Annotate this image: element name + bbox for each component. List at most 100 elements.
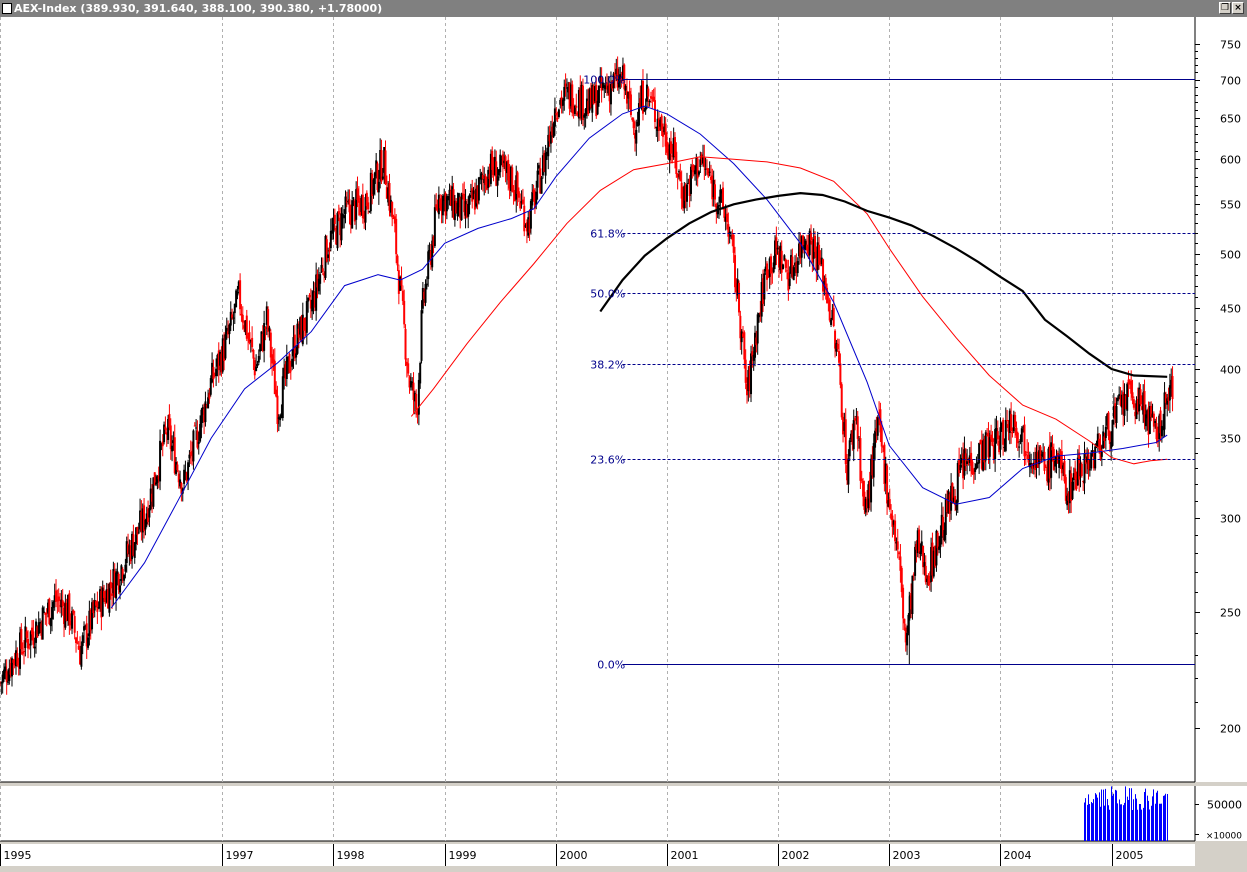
- candle-body: [316, 274, 319, 288]
- candle-body: [453, 200, 456, 221]
- candle-body: [864, 498, 867, 513]
- candle-body: [951, 483, 954, 501]
- candle-body: [208, 392, 211, 399]
- candle-body: [601, 82, 604, 89]
- price-tick-label: 350: [1220, 433, 1241, 446]
- chart-window-title: AEX-Index (389.930, 391.640, 388.100, 39…: [14, 2, 383, 15]
- candle-body: [39, 621, 42, 627]
- candle-body: [371, 173, 374, 196]
- candle-body: [890, 513, 893, 519]
- candle-body: [1038, 450, 1041, 465]
- candle-body: [727, 224, 730, 237]
- candle-body: [69, 621, 72, 626]
- price-candles: [0, 56, 1174, 695]
- candle-body: [459, 197, 462, 219]
- candle-body: [843, 422, 846, 431]
- candle-body: [783, 255, 786, 261]
- candle-body: [918, 529, 921, 553]
- candle-body: [1055, 455, 1058, 464]
- candle-body: [351, 200, 354, 229]
- candle-body: [399, 276, 402, 291]
- candle-body: [663, 126, 666, 133]
- candle-body: [920, 541, 923, 552]
- candle-body: [549, 131, 552, 144]
- candle-body: [424, 284, 427, 303]
- candle-body: [840, 384, 843, 418]
- candle-body: [633, 132, 636, 139]
- fibonacci-level-label: 23.6%: [590, 454, 625, 467]
- candle-body: [782, 264, 785, 270]
- candle-body: [159, 440, 162, 482]
- candle-body: [36, 626, 39, 638]
- candle-body: [641, 80, 644, 114]
- candle-body: [1034, 459, 1037, 471]
- candle-body: [360, 195, 363, 212]
- candle-body: [125, 541, 128, 563]
- restore-button[interactable]: ❐: [1219, 2, 1231, 14]
- candle-body: [900, 567, 903, 593]
- candle-body: [657, 118, 660, 131]
- candle-body: [755, 337, 758, 346]
- candle-body: [389, 199, 392, 213]
- candle-body: [791, 256, 794, 277]
- candle-body: [117, 573, 120, 590]
- candle-body: [187, 462, 190, 480]
- candle-body: [1119, 396, 1122, 406]
- candle-body: [1060, 451, 1063, 474]
- candle-body: [1104, 426, 1107, 438]
- candle-body: [623, 64, 626, 90]
- price-chart[interactable]: 750 700 650 600 550 500 450 400 350 300 250 200 199…: [0, 17, 1247, 872]
- window-menu-icon[interactable]: [2, 3, 12, 14]
- candle-body: [461, 193, 464, 195]
- candle-body: [1151, 413, 1154, 418]
- candle-body: [233, 303, 236, 314]
- candle-body: [766, 263, 769, 280]
- candle-body: [3, 669, 6, 680]
- candle-body: [575, 105, 578, 108]
- candle-body: [1011, 432, 1014, 434]
- candle-body: [942, 516, 945, 537]
- candle-body: [910, 593, 913, 610]
- candle-body: [452, 189, 455, 218]
- candle-body: [696, 158, 699, 179]
- candle-body: [863, 491, 866, 510]
- candle-body: [695, 157, 698, 174]
- candle-body: [104, 597, 107, 604]
- candle-body: [1018, 446, 1021, 448]
- candle-body: [884, 463, 887, 484]
- candle-body: [906, 632, 909, 646]
- candle-body: [417, 379, 420, 415]
- candle-body: [497, 169, 500, 176]
- candle-body: [80, 645, 83, 667]
- candle-body: [621, 65, 624, 80]
- candle-body: [719, 189, 722, 203]
- candle-body: [448, 189, 451, 196]
- candle-body: [68, 593, 71, 626]
- candle-body: [923, 562, 926, 568]
- candle-body: [515, 175, 518, 200]
- candle-body: [331, 230, 334, 234]
- candle-body: [635, 129, 638, 144]
- candle-body: [851, 429, 854, 445]
- candle-body: [193, 425, 196, 427]
- candle-body: [517, 191, 520, 198]
- candle-body: [1168, 385, 1171, 401]
- moving-average-line: [110, 105, 1168, 609]
- candle-body: [128, 545, 131, 555]
- candle-body: [867, 484, 870, 509]
- candle-body: [444, 193, 447, 216]
- candle-body: [1135, 400, 1138, 419]
- candle-body: [427, 251, 430, 280]
- candle-body: [65, 602, 68, 622]
- candle-body: [998, 440, 1001, 453]
- close-button[interactable]: ×: [1232, 2, 1244, 14]
- candle-body: [806, 244, 809, 251]
- candle-body: [1063, 460, 1066, 482]
- candle-body: [383, 147, 386, 173]
- candle-body: [1072, 473, 1075, 480]
- candle-body: [1003, 447, 1006, 449]
- candle-body: [974, 467, 977, 472]
- candle-body: [966, 461, 969, 464]
- candle-body: [184, 472, 187, 474]
- candle-body: [311, 299, 314, 312]
